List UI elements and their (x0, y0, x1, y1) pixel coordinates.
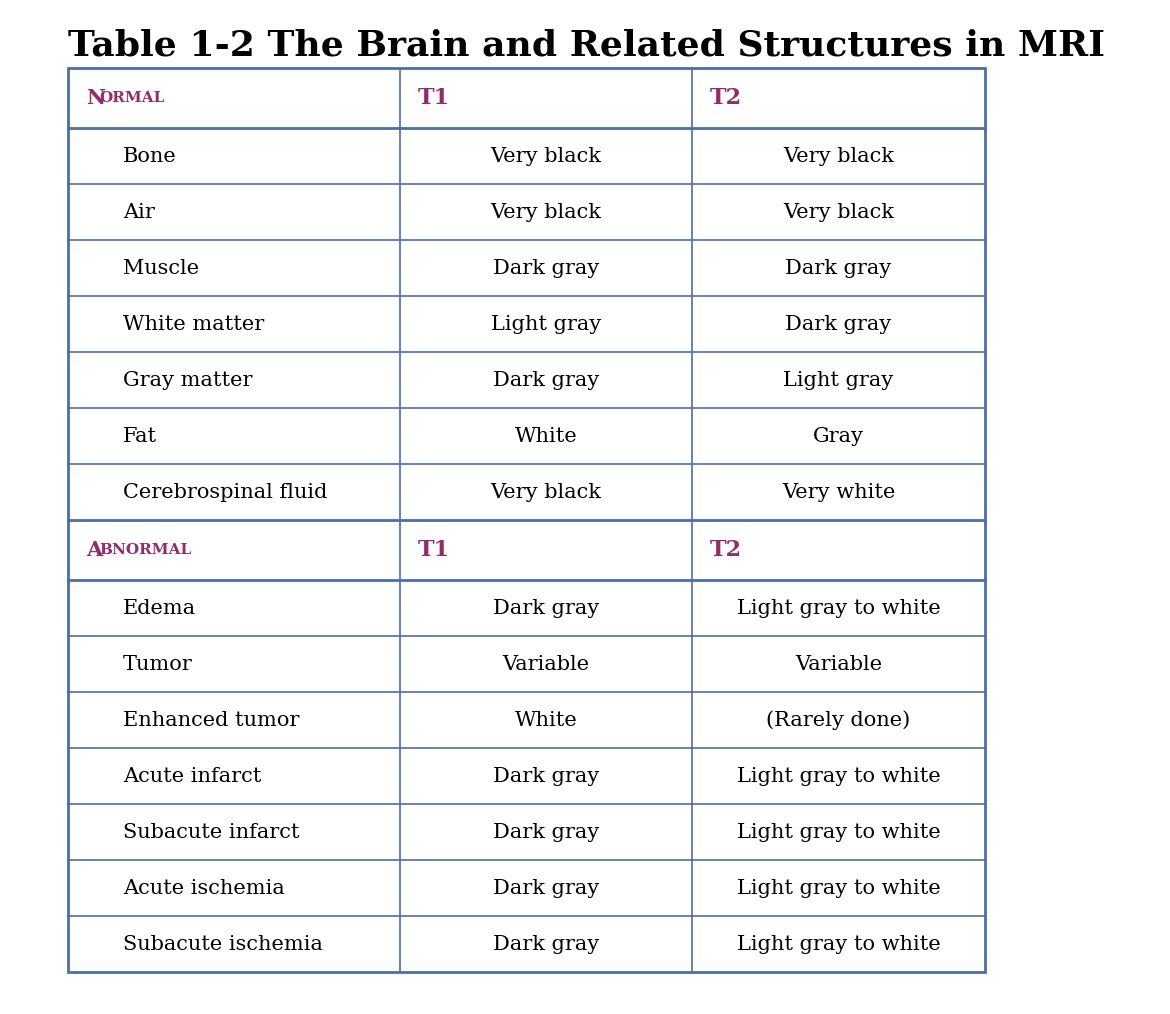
Text: Dark gray: Dark gray (493, 259, 599, 278)
Text: ORMAL: ORMAL (99, 91, 164, 105)
Text: Dark gray: Dark gray (493, 370, 599, 389)
Text: T1: T1 (418, 87, 450, 108)
Text: Subacute ischemia: Subacute ischemia (123, 935, 323, 953)
Text: Variable: Variable (502, 654, 590, 673)
Text: Dark gray: Dark gray (785, 314, 892, 334)
Text: Very black: Very black (490, 483, 601, 502)
Text: Dark gray: Dark gray (493, 767, 599, 786)
Text: Tumor: Tumor (123, 654, 193, 673)
Text: Table 1-2 The Brain and Related Structures in MRI: Table 1-2 The Brain and Related Structur… (68, 28, 1104, 62)
Text: A: A (87, 540, 102, 560)
Text: Cerebrospinal fluid: Cerebrospinal fluid (123, 483, 328, 502)
Text: Air: Air (123, 203, 154, 221)
Text: Muscle: Muscle (123, 259, 199, 278)
Text: Light gray to white: Light gray to white (737, 822, 941, 842)
Text: Light gray to white: Light gray to white (737, 598, 941, 618)
Text: Variable: Variable (794, 654, 882, 673)
Text: Very black: Very black (490, 146, 601, 165)
Text: Light gray to white: Light gray to white (737, 767, 941, 786)
Text: BNORMAL: BNORMAL (99, 544, 191, 557)
Text: Very black: Very black (490, 203, 601, 221)
Text: Acute infarct: Acute infarct (123, 767, 261, 786)
Text: Gray: Gray (813, 427, 863, 445)
Text: Enhanced tumor: Enhanced tumor (123, 711, 300, 729)
Bar (68, 68, 985, 972)
Text: Acute ischemia: Acute ischemia (123, 878, 284, 897)
Text: Dark gray: Dark gray (493, 598, 599, 618)
Text: Very white: Very white (782, 483, 895, 502)
Text: White: White (515, 711, 577, 729)
Text: Very black: Very black (783, 146, 894, 165)
Text: Dark gray: Dark gray (785, 259, 892, 278)
Text: Light gray: Light gray (491, 314, 601, 334)
Text: Fat: Fat (123, 427, 157, 445)
Text: Edema: Edema (123, 598, 197, 618)
Text: Dark gray: Dark gray (493, 935, 599, 953)
Text: T2: T2 (710, 87, 742, 108)
Text: (Rarely done): (Rarely done) (766, 710, 910, 730)
Text: Light gray: Light gray (784, 370, 894, 389)
Text: Light gray to white: Light gray to white (737, 935, 941, 953)
Text: Gray matter: Gray matter (123, 370, 253, 389)
Text: White: White (515, 427, 577, 445)
Text: T1: T1 (418, 539, 450, 561)
Text: Dark gray: Dark gray (493, 822, 599, 842)
Text: White matter: White matter (123, 314, 264, 334)
Text: N: N (87, 88, 105, 108)
Text: Dark gray: Dark gray (493, 878, 599, 897)
Text: Subacute infarct: Subacute infarct (123, 822, 300, 842)
Text: Bone: Bone (123, 146, 177, 165)
Text: T2: T2 (710, 539, 742, 561)
Text: Light gray to white: Light gray to white (737, 878, 941, 897)
Text: Very black: Very black (783, 203, 894, 221)
